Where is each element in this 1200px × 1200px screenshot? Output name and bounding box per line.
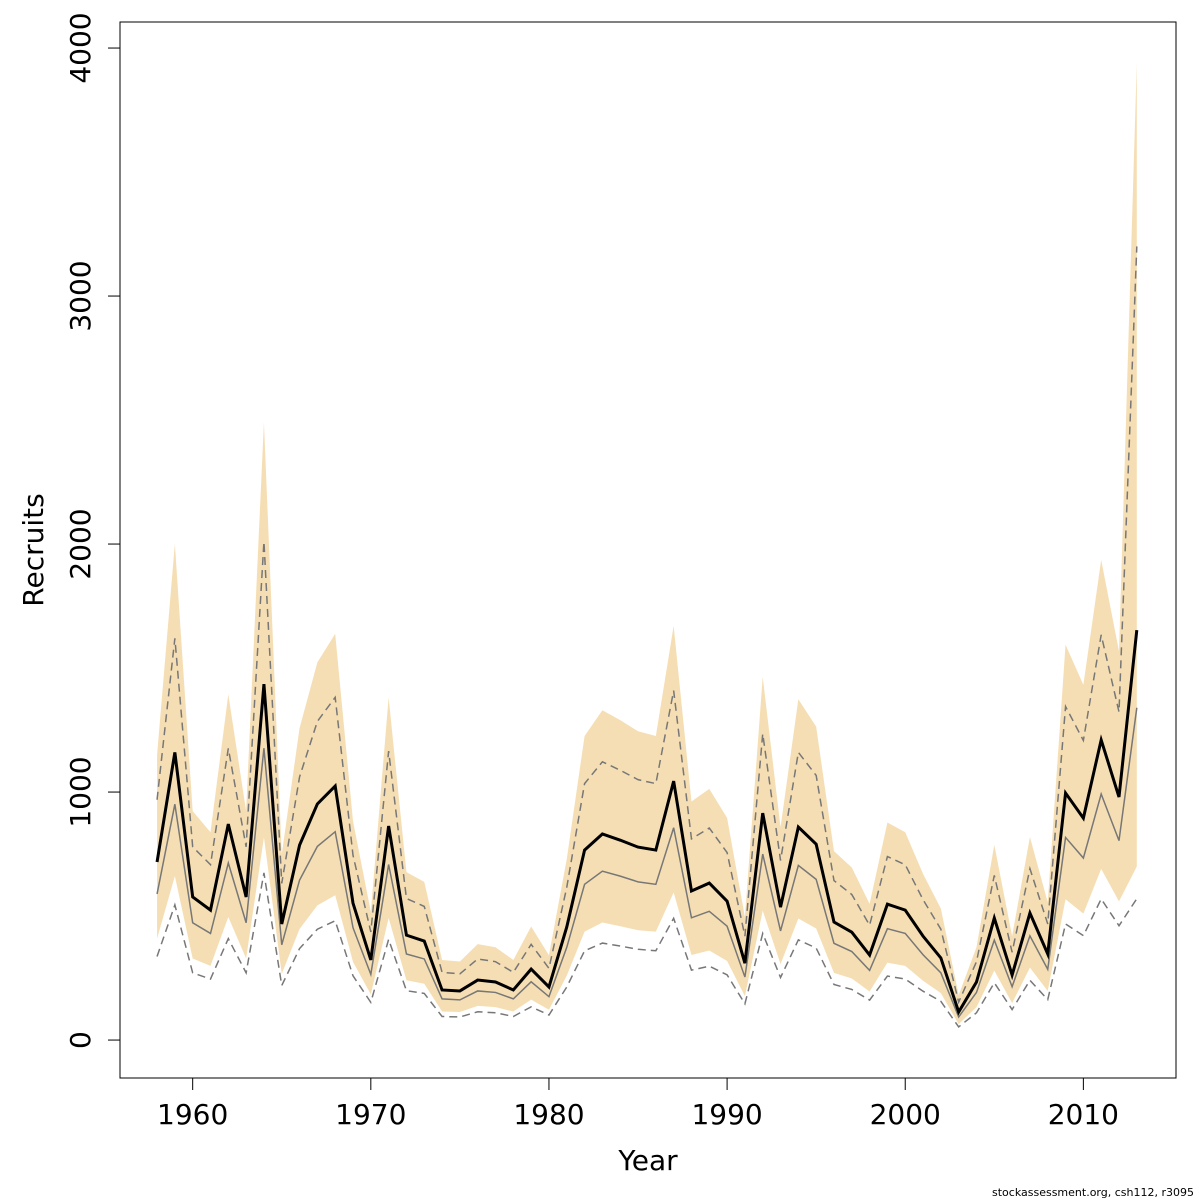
dashed-line <box>156 246 1138 1005</box>
y-tick-label: 1000 <box>64 756 97 827</box>
y-tick-label: 2000 <box>64 508 97 579</box>
line <box>155 629 1139 1016</box>
x-tick-label: 2010 <box>1048 1098 1119 1131</box>
y-tick-label: 3000 <box>64 260 97 331</box>
x-tick-label: 2000 <box>870 1098 941 1131</box>
y-tick-label: 4000 <box>64 12 97 83</box>
x-axis-label: Year <box>617 1144 678 1177</box>
x-tick-label: 1980 <box>513 1098 584 1131</box>
confidence-band <box>157 62 1137 1025</box>
y-axis-label: Recruits <box>17 493 50 606</box>
x-tick-label: 1970 <box>335 1098 406 1131</box>
y-tick-label: 0 <box>64 1031 97 1049</box>
x-tick-label: 1990 <box>691 1098 762 1131</box>
line <box>156 707 1138 1019</box>
x-tick-label: 1960 <box>157 1098 228 1131</box>
dashed-line <box>156 872 1138 1028</box>
footer: stockassessment.org, csh112, r3095 <box>992 1186 1194 1199</box>
